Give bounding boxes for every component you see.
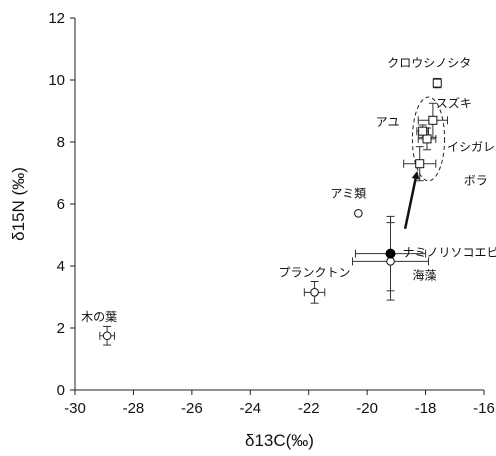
x-tick-label: -22	[298, 400, 320, 417]
arrow	[403, 171, 420, 230]
y-tick-label: 8	[57, 134, 65, 151]
point-label: プランクトン	[279, 265, 351, 279]
point-label: クロウシノシタ	[387, 56, 471, 70]
group-ellipse	[411, 96, 446, 182]
x-tick-label: -30	[64, 400, 86, 417]
y-tick-label: 12	[48, 10, 65, 27]
point-label: アミ類	[330, 186, 366, 200]
x-tick-label: -28	[123, 400, 145, 417]
x-tick-label: -24	[239, 400, 261, 417]
data-point	[310, 288, 319, 297]
data-point	[354, 209, 363, 218]
x-axis-ticks: -30 -28 -26 -24 -22 -20 -18 -16	[64, 390, 495, 417]
x-tick-label: -20	[356, 400, 378, 417]
y-tick-label: 10	[48, 72, 65, 89]
data-point	[102, 331, 112, 341]
x-tick-label: -26	[181, 400, 203, 417]
plot-area: -30 -28 -26 -24 -22 -20 -18 -16 0 2 4 6 8 10 12 木の葉 プラ…	[48, 10, 496, 417]
point-label: ナミノリソコエビ	[403, 246, 496, 260]
point-label: スズキ	[436, 95, 472, 110]
y-axis-ticks: 0 2 4 6 8 10 12	[48, 10, 75, 399]
x-axis-label: δ13C(‰)	[245, 431, 314, 450]
data-points	[102, 78, 442, 341]
y-tick-label: 2	[57, 320, 65, 337]
y-tick-label: 6	[57, 196, 65, 213]
y-tick-label: 0	[57, 382, 65, 399]
data-point	[418, 126, 428, 136]
y-tick-label: 4	[57, 258, 65, 275]
point-label: 木の葉	[81, 310, 117, 324]
data-point	[415, 159, 425, 169]
data-point	[432, 78, 442, 88]
x-tick-label: -16	[473, 400, 495, 417]
point-label: アユ	[376, 115, 400, 129]
point-labels: 木の葉 プランクトン 海藻 ナミノリソコエビ アミ類 ボラ イシガレイ アユ スズキ クロウシノシ…	[81, 56, 496, 324]
point-label: イシガレイ	[447, 140, 496, 154]
point-label: ボラ	[464, 174, 488, 188]
y-axis-label: δ15N (‰)	[9, 167, 28, 241]
data-point	[385, 248, 396, 259]
data-point	[428, 115, 438, 125]
point-label: 海藻	[413, 267, 437, 282]
data-point	[386, 257, 395, 266]
x-tick-label: -18	[415, 400, 437, 417]
data-point	[422, 134, 432, 144]
annotations	[403, 96, 446, 230]
